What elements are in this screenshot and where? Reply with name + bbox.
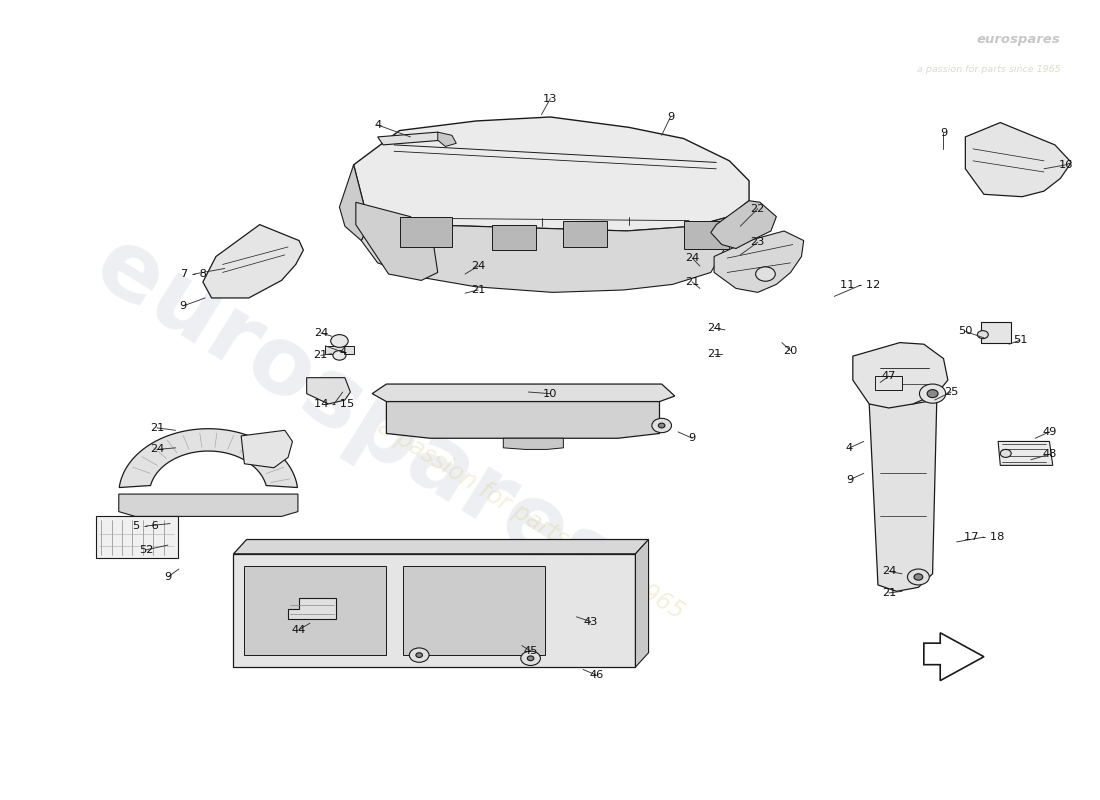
Polygon shape	[288, 598, 337, 619]
Text: 9: 9	[846, 474, 854, 485]
Polygon shape	[980, 322, 1011, 342]
Text: 52: 52	[139, 545, 153, 555]
Text: 24: 24	[707, 323, 722, 334]
Text: 24: 24	[471, 261, 485, 271]
Circle shape	[756, 267, 775, 282]
Polygon shape	[869, 394, 937, 591]
Text: 48: 48	[1043, 450, 1057, 459]
Text: 11 - 12: 11 - 12	[840, 280, 881, 290]
Text: 4: 4	[374, 120, 382, 130]
Text: 21: 21	[685, 277, 700, 287]
Polygon shape	[403, 566, 544, 655]
Polygon shape	[233, 554, 636, 667]
Polygon shape	[714, 231, 804, 292]
Text: a passion for parts since 1965: a passion for parts since 1965	[373, 415, 689, 624]
Text: 51: 51	[1013, 335, 1027, 346]
Text: 47: 47	[882, 371, 896, 381]
Polygon shape	[386, 402, 660, 438]
Polygon shape	[340, 165, 368, 241]
Text: 9: 9	[939, 128, 947, 138]
Circle shape	[333, 350, 346, 360]
Text: 7 - 8: 7 - 8	[182, 269, 207, 279]
Polygon shape	[852, 342, 948, 408]
Polygon shape	[202, 225, 304, 298]
Polygon shape	[307, 378, 351, 404]
Text: 24: 24	[314, 328, 328, 338]
Polygon shape	[563, 222, 607, 247]
Text: 24: 24	[685, 253, 700, 263]
Text: 44: 44	[292, 625, 306, 634]
Text: 9: 9	[179, 301, 187, 311]
Polygon shape	[438, 132, 456, 146]
Text: 14 - 15: 14 - 15	[314, 399, 354, 409]
Circle shape	[1000, 450, 1011, 458]
Circle shape	[659, 423, 666, 428]
Text: 10: 10	[543, 389, 558, 398]
Text: 20: 20	[783, 346, 798, 355]
Polygon shape	[504, 438, 563, 450]
Circle shape	[927, 390, 938, 398]
Text: 24: 24	[150, 445, 164, 454]
Text: a passion for parts since 1965: a passion for parts since 1965	[916, 65, 1060, 74]
Polygon shape	[119, 494, 298, 516]
Text: 24: 24	[882, 566, 896, 577]
Text: 9: 9	[667, 112, 674, 122]
Text: 50: 50	[958, 326, 972, 337]
Text: eurospares: eurospares	[977, 34, 1060, 46]
Text: 9: 9	[689, 434, 696, 443]
Text: 49: 49	[1043, 427, 1057, 437]
Text: 21: 21	[707, 349, 722, 358]
Text: 21: 21	[150, 423, 164, 433]
Polygon shape	[119, 429, 297, 487]
Circle shape	[520, 651, 540, 666]
Circle shape	[978, 330, 988, 338]
Polygon shape	[493, 225, 536, 250]
Polygon shape	[372, 384, 674, 402]
Circle shape	[416, 653, 422, 658]
Text: 13: 13	[543, 94, 558, 104]
Text: 22: 22	[750, 204, 764, 214]
Circle shape	[920, 384, 946, 403]
Polygon shape	[355, 202, 438, 281]
Polygon shape	[966, 122, 1071, 197]
Text: 43: 43	[583, 617, 598, 626]
Text: 46: 46	[588, 670, 603, 680]
Text: 45: 45	[524, 646, 538, 656]
Circle shape	[409, 648, 429, 662]
Polygon shape	[233, 539, 649, 554]
Polygon shape	[924, 633, 983, 681]
Polygon shape	[711, 201, 777, 249]
Circle shape	[908, 569, 930, 585]
Polygon shape	[399, 217, 452, 247]
Text: 16: 16	[1058, 160, 1072, 170]
Polygon shape	[683, 222, 729, 249]
Polygon shape	[636, 539, 649, 667]
Circle shape	[527, 656, 534, 661]
Text: 4: 4	[846, 443, 854, 453]
Polygon shape	[241, 430, 293, 468]
Polygon shape	[96, 516, 178, 558]
Text: 21: 21	[882, 588, 896, 598]
Polygon shape	[377, 132, 443, 145]
Polygon shape	[361, 201, 749, 292]
Polygon shape	[874, 376, 902, 390]
Text: 21: 21	[471, 285, 485, 295]
Polygon shape	[244, 566, 386, 655]
Polygon shape	[998, 442, 1053, 466]
Text: 17 - 18: 17 - 18	[964, 532, 1004, 542]
Text: 5 - 6: 5 - 6	[133, 521, 160, 531]
Text: 21: 21	[314, 350, 328, 360]
Polygon shape	[353, 117, 749, 231]
Circle shape	[652, 418, 671, 433]
Text: 9: 9	[164, 572, 172, 582]
Text: 25: 25	[944, 387, 958, 397]
Polygon shape	[326, 346, 353, 354]
Text: 4: 4	[339, 347, 346, 357]
Circle shape	[331, 334, 349, 347]
Text: eurospares: eurospares	[78, 218, 634, 614]
Circle shape	[914, 574, 923, 580]
Text: 23: 23	[750, 237, 764, 247]
